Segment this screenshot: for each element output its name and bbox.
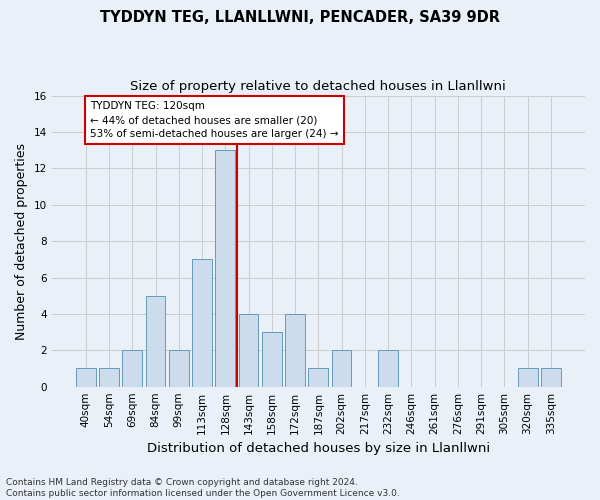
Text: TYDDYN TEG, LLANLLWNI, PENCADER, SA39 9DR: TYDDYN TEG, LLANLLWNI, PENCADER, SA39 9D… <box>100 10 500 25</box>
Text: TYDDYN TEG: 120sqm
← 44% of detached houses are smaller (20)
53% of semi-detache: TYDDYN TEG: 120sqm ← 44% of detached hou… <box>90 101 338 139</box>
Bar <box>285 314 305 386</box>
Title: Size of property relative to detached houses in Llanllwni: Size of property relative to detached ho… <box>130 80 506 93</box>
Bar <box>146 296 166 386</box>
Text: Contains HM Land Registry data © Crown copyright and database right 2024.
Contai: Contains HM Land Registry data © Crown c… <box>6 478 400 498</box>
Y-axis label: Number of detached properties: Number of detached properties <box>15 142 28 340</box>
Bar <box>192 260 212 386</box>
Bar <box>169 350 188 386</box>
Bar <box>215 150 235 386</box>
X-axis label: Distribution of detached houses by size in Llanllwni: Distribution of detached houses by size … <box>147 442 490 455</box>
Bar <box>332 350 352 386</box>
Bar <box>308 368 328 386</box>
Bar <box>99 368 119 386</box>
Bar <box>122 350 142 386</box>
Bar <box>239 314 259 386</box>
Bar <box>378 350 398 386</box>
Bar <box>518 368 538 386</box>
Bar <box>76 368 95 386</box>
Bar <box>541 368 561 386</box>
Bar <box>262 332 282 386</box>
